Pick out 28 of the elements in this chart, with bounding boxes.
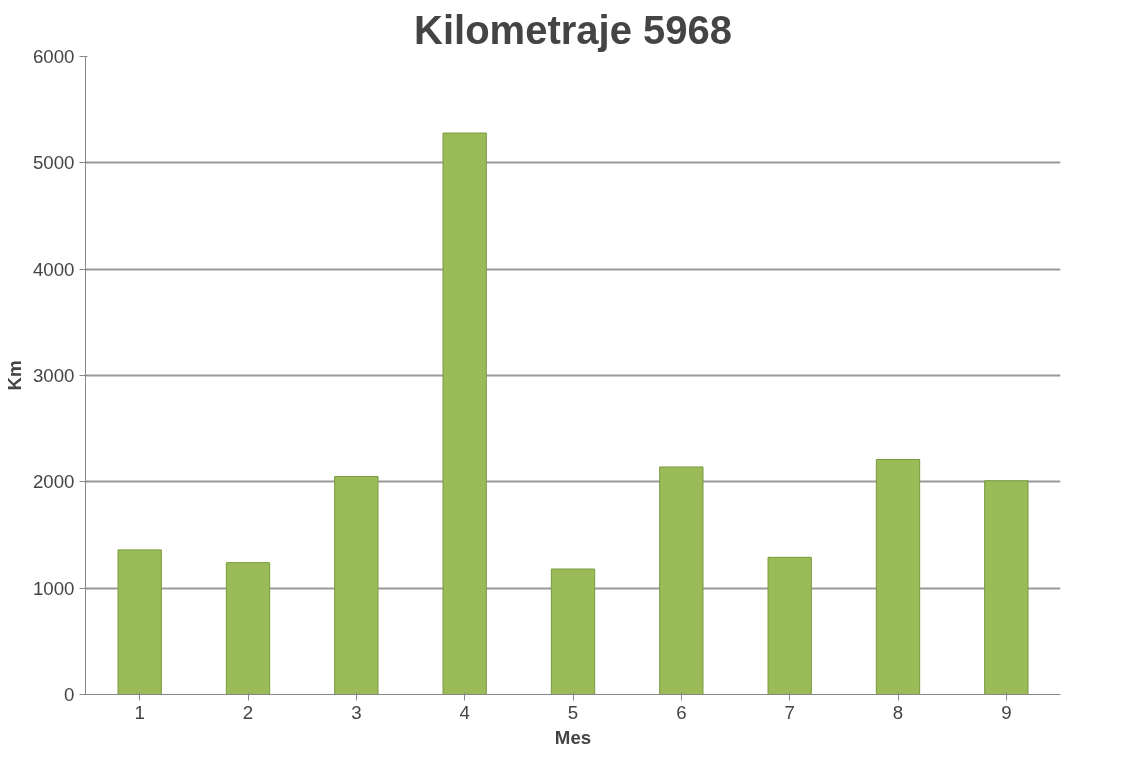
- bar: [984, 480, 1029, 695]
- bar: [767, 556, 812, 695]
- y-tick-label: 4000: [33, 258, 75, 280]
- x-tick-label: 3: [351, 701, 362, 723]
- x-tick-label: 9: [1001, 701, 1012, 723]
- y-tick-label: 2000: [33, 471, 75, 493]
- y-tick-label: 5000: [33, 152, 75, 174]
- bar: [334, 476, 379, 695]
- bar: [875, 459, 921, 695]
- chart-title: Kilometraje 5968: [414, 7, 732, 52]
- x-axis-title: Mes: [554, 726, 592, 748]
- x-tick-label: 8: [892, 701, 904, 723]
- y-tick-label: 1000: [33, 577, 75, 599]
- bar: [225, 562, 271, 695]
- y-tick-label: 3000: [33, 365, 75, 386]
- bar: [117, 549, 162, 695]
- y-tick-label: 0: [64, 684, 75, 705]
- x-tick-label: 7: [784, 701, 795, 723]
- y-axis-title: Km: [4, 360, 25, 391]
- x-tick-label: 6: [676, 701, 687, 723]
- x-tick-label: 5: [567, 701, 579, 723]
- x-tick-label: 4: [459, 701, 470, 723]
- x-tick-label: 2: [242, 701, 254, 723]
- bar: [550, 568, 596, 695]
- bar: [659, 466, 704, 695]
- x-tick-label: 1: [134, 701, 145, 723]
- y-tick-label: 6000: [33, 46, 75, 67]
- bar: [442, 132, 487, 695]
